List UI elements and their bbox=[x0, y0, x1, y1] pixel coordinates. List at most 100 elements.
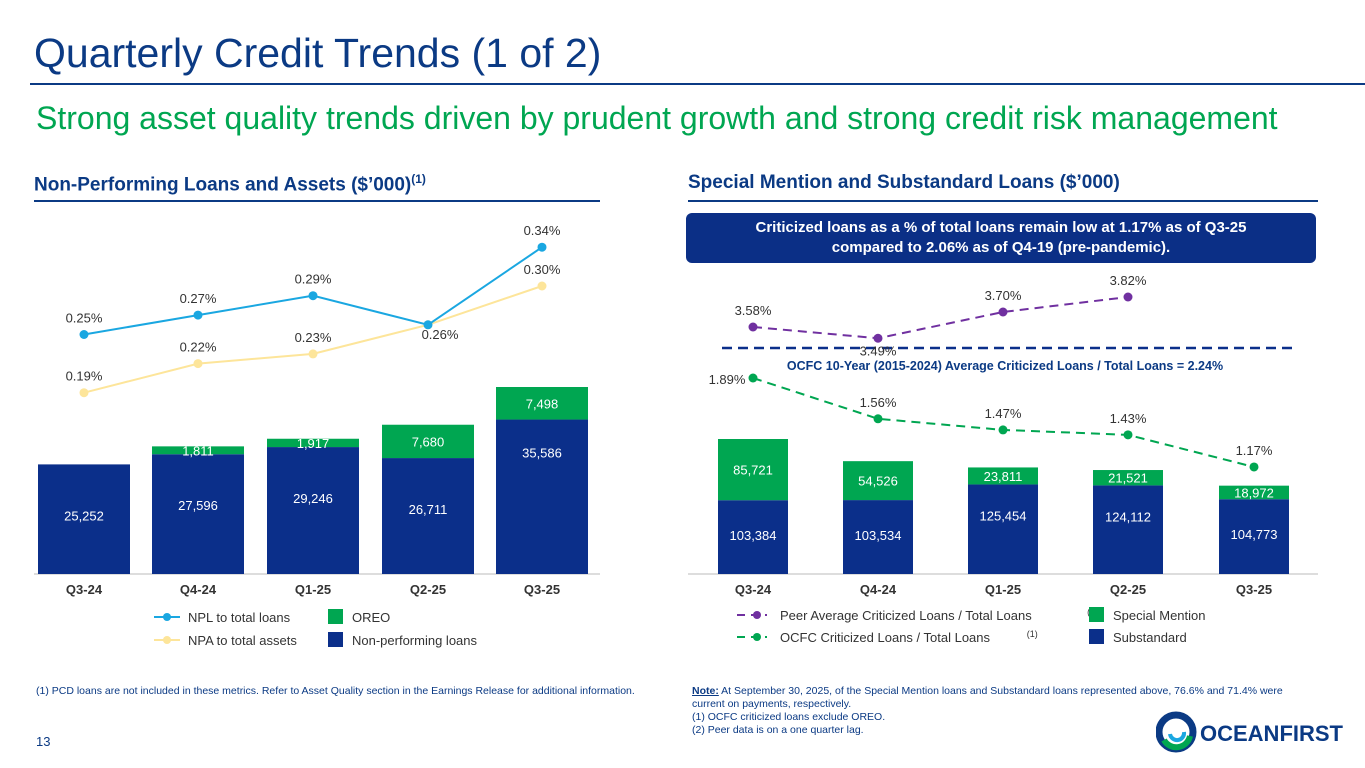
point-label: 0.23% bbox=[295, 330, 332, 345]
point-label: 0.30% bbox=[524, 262, 561, 277]
legend-label: NPL to total loans bbox=[188, 610, 291, 625]
bar-special-mention bbox=[718, 439, 788, 501]
bar-label: 124,112 bbox=[1105, 509, 1151, 524]
page-title: Quarterly Credit Trends (1 of 2) bbox=[34, 30, 602, 76]
x-tick-label: Q3-24 bbox=[66, 582, 103, 597]
point bbox=[1123, 430, 1133, 440]
line-peer bbox=[752, 296, 1129, 340]
point bbox=[79, 388, 89, 398]
point-label: 3.70% bbox=[985, 288, 1022, 303]
line-ocfc bbox=[752, 377, 1255, 468]
bar-oreo bbox=[496, 387, 588, 420]
x-tick-label: Q2-25 bbox=[410, 582, 446, 597]
x-tick-label: Q1-25 bbox=[295, 582, 331, 597]
note-block: Note: At September 30, 2025, of the Spec… bbox=[692, 685, 1283, 736]
bar-label: 104,773 bbox=[1231, 527, 1278, 542]
legend-marker bbox=[163, 636, 171, 644]
page-subtitle: Strong asset quality trends driven by pr… bbox=[36, 100, 1278, 136]
point bbox=[748, 373, 758, 383]
point-label: 3.58% bbox=[735, 303, 772, 318]
point bbox=[998, 307, 1008, 317]
bar-substandard bbox=[843, 500, 913, 574]
legend-label: Non-performing loans bbox=[352, 633, 478, 648]
point bbox=[873, 333, 883, 343]
legend-swatch bbox=[1089, 629, 1104, 644]
bar-label: 1,917 bbox=[297, 436, 330, 451]
x-tick-label: Q3-24 bbox=[735, 582, 772, 597]
bar-special-mention bbox=[968, 467, 1038, 485]
x-tick-label: Q3-25 bbox=[524, 582, 560, 597]
callout-box: Criticized loans as a % of total loans r… bbox=[686, 213, 1316, 263]
legend-marker bbox=[163, 613, 171, 621]
point bbox=[748, 322, 758, 332]
bar-label: 1,811 bbox=[182, 443, 214, 458]
legend-label: Peer Average Criticized Loans / Total Lo… bbox=[780, 608, 1032, 623]
title-divider bbox=[30, 83, 1365, 85]
legend-label: Special Mention bbox=[1113, 608, 1206, 623]
point-label: 0.19% bbox=[66, 369, 103, 384]
bar-label: 54,526 bbox=[858, 474, 898, 489]
bar-oreo bbox=[152, 446, 244, 455]
x-tick-label: Q2-25 bbox=[1110, 582, 1146, 597]
bar-oreo bbox=[382, 424, 474, 459]
point-label: 1.17% bbox=[1236, 443, 1273, 458]
point bbox=[308, 291, 318, 301]
point bbox=[423, 320, 433, 330]
bar-oreo bbox=[267, 438, 359, 448]
point bbox=[537, 281, 547, 291]
bar-substandard bbox=[1219, 499, 1289, 574]
legend-superscript: (1) bbox=[1027, 629, 1038, 639]
x-tick-label: Q4-24 bbox=[860, 582, 897, 597]
bar-npl bbox=[496, 419, 588, 574]
bar-label: 103,384 bbox=[730, 528, 777, 543]
point-label: 3.49% bbox=[860, 343, 897, 358]
bar-label: 85,721 bbox=[733, 463, 773, 478]
bar-label: 23,811 bbox=[984, 469, 1023, 484]
point-label: 0.34% bbox=[524, 223, 561, 238]
point bbox=[193, 359, 203, 369]
bar-npl bbox=[152, 454, 244, 574]
x-tick-label: Q4-24 bbox=[180, 582, 217, 597]
point-label: 1.56% bbox=[860, 395, 897, 410]
reference-line-label: OCFC 10-Year (2015-2024) Average Critici… bbox=[787, 359, 1223, 373]
legend-swatch bbox=[328, 609, 343, 624]
legend-label: Substandard bbox=[1113, 630, 1187, 645]
bar-npl bbox=[38, 464, 130, 574]
x-tick-label: Q3-25 bbox=[1236, 582, 1272, 597]
bar-substandard bbox=[718, 500, 788, 574]
point bbox=[537, 242, 547, 252]
bar-npl bbox=[267, 447, 359, 574]
legend-label: OREO bbox=[352, 610, 390, 625]
bar-label: 25,252 bbox=[64, 508, 104, 523]
legend-swatch bbox=[1089, 607, 1104, 622]
point bbox=[193, 310, 203, 320]
point-label: 0.27% bbox=[180, 291, 217, 306]
bar-label: 7,498 bbox=[526, 396, 559, 411]
bar-label: 125,454 bbox=[980, 508, 1027, 523]
point bbox=[308, 349, 318, 359]
bar-substandard bbox=[968, 484, 1038, 574]
bar-substandard bbox=[1093, 485, 1163, 574]
bar-label: 29,246 bbox=[293, 491, 333, 506]
point-label: 0.26% bbox=[422, 327, 459, 342]
footnote-left: (1) PCD loans are not included in these … bbox=[36, 685, 635, 697]
line-npl bbox=[83, 246, 543, 336]
point-label: 1.47% bbox=[985, 406, 1022, 421]
bar-label: 27,596 bbox=[178, 498, 218, 513]
logo-text: OCEANFIRST bbox=[1200, 721, 1344, 746]
legend-label: OCFC Criticized Loans / Total Loans bbox=[780, 630, 991, 645]
point-label: 0.29% bbox=[295, 272, 332, 287]
right-section-divider bbox=[688, 200, 1318, 202]
left-section-divider bbox=[34, 200, 600, 202]
legend-marker bbox=[753, 611, 761, 619]
bar-label: 35,586 bbox=[522, 446, 562, 461]
point bbox=[1249, 462, 1259, 472]
left-section-title: Non-Performing Loans and Assets ($’000)(… bbox=[34, 172, 426, 196]
legend-swatch bbox=[328, 632, 343, 647]
page-number: 13 bbox=[36, 734, 51, 749]
bar-special-mention bbox=[1093, 470, 1163, 486]
point bbox=[998, 425, 1008, 435]
bar-special-mention bbox=[1219, 485, 1289, 500]
oceanfirst-logo: OCEANFIRST bbox=[1155, 710, 1356, 754]
